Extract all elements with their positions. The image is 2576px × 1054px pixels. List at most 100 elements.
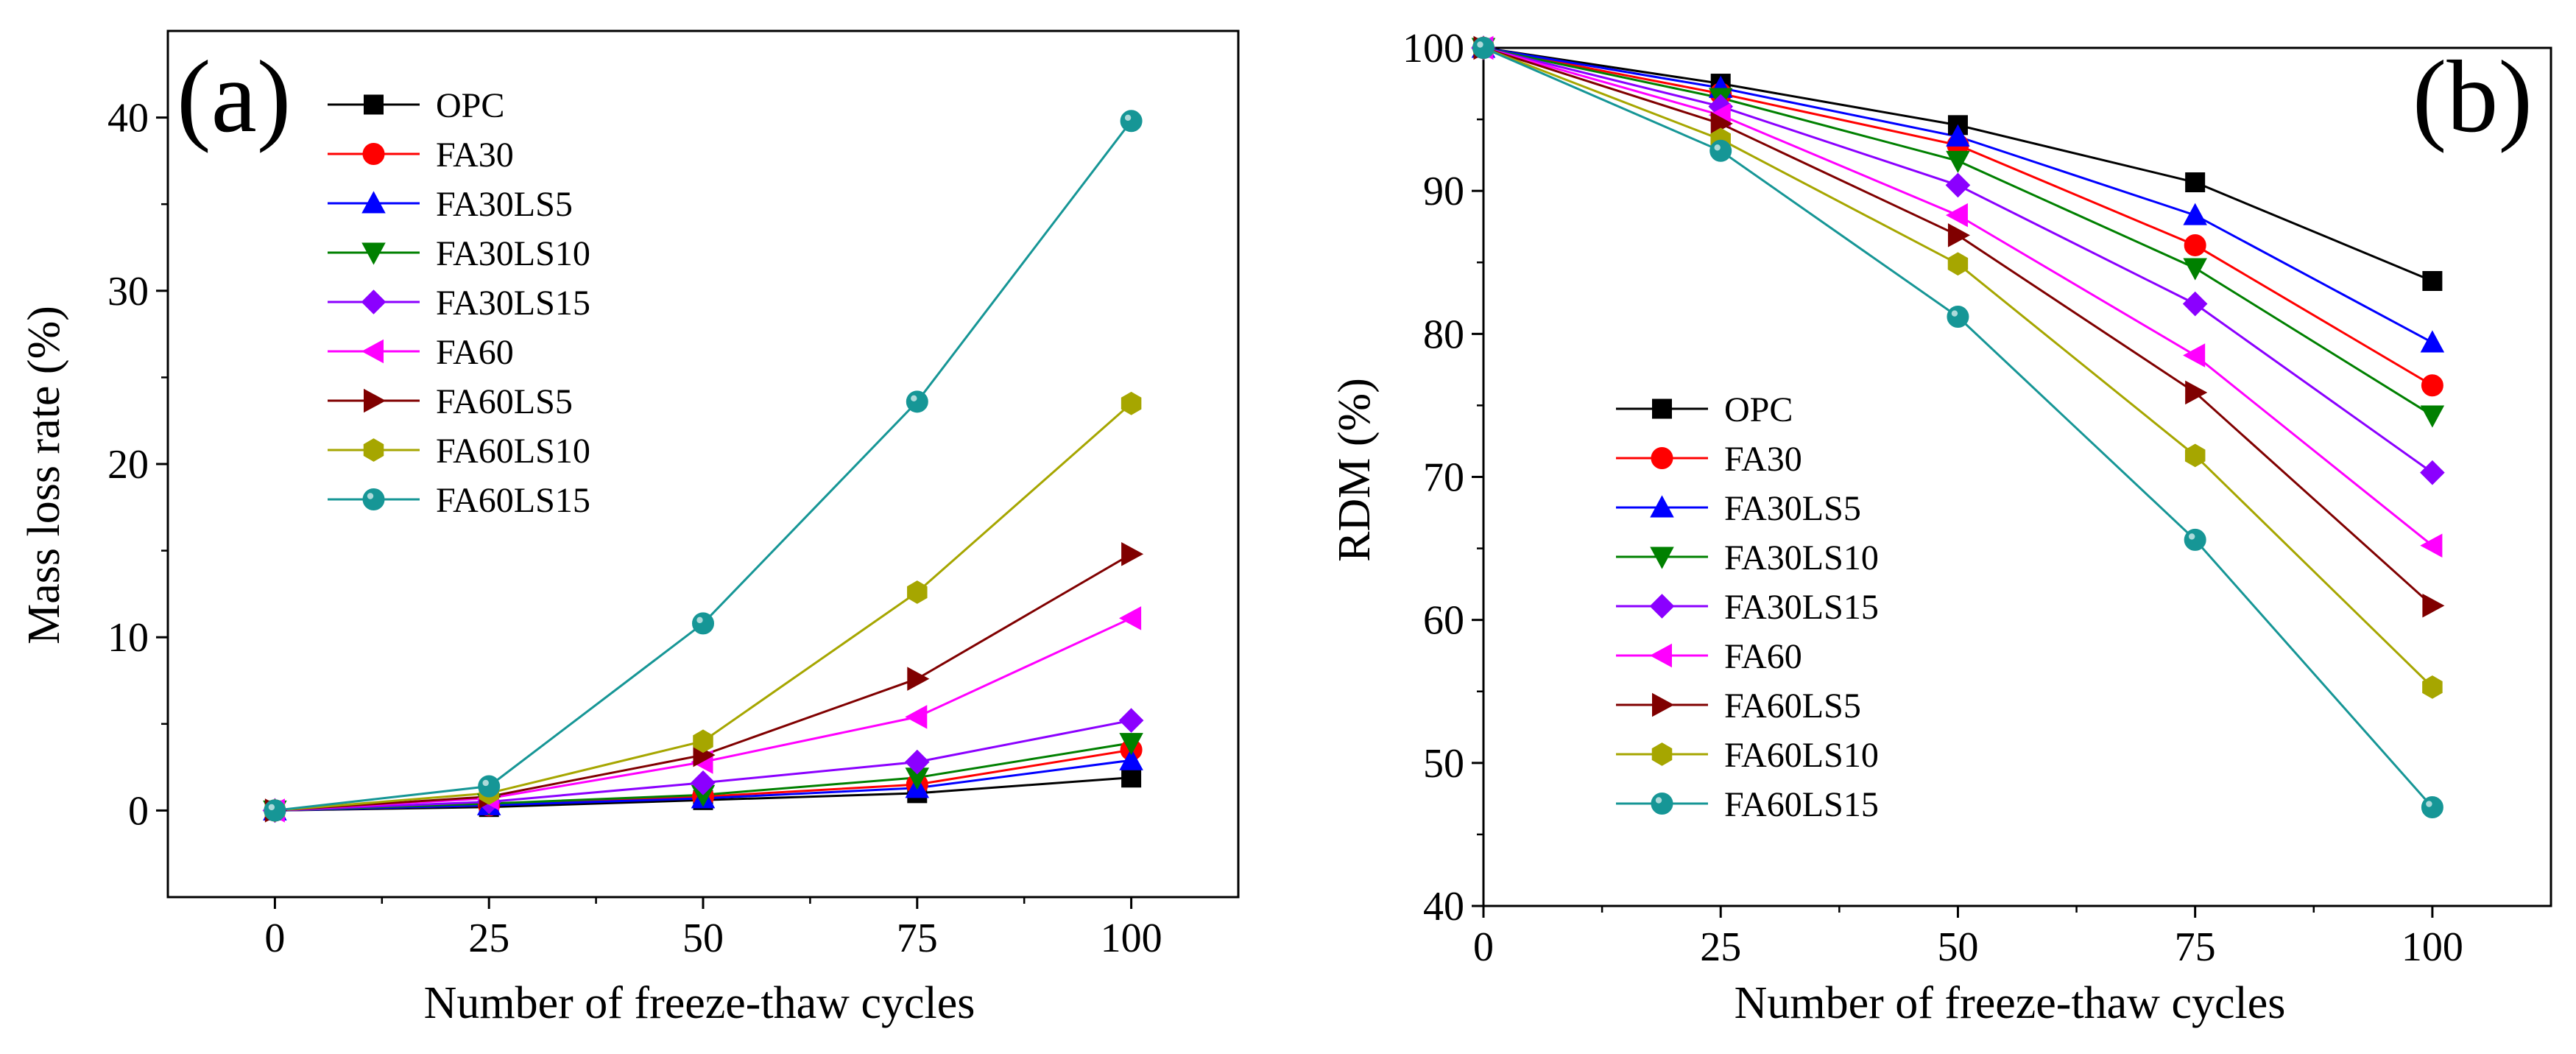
- legend-marker-fa30ls5: [361, 191, 386, 214]
- legend-label-fa30: FA30: [1724, 440, 1802, 479]
- panel-a-x-tick-label: 50: [682, 916, 724, 961]
- data-point-fa30ls15: [2182, 291, 2208, 317]
- data-point-fa30ls10: [2183, 258, 2207, 281]
- data-point-fa30ls5: [1946, 124, 1970, 147]
- data-point-fa60ls10: [2184, 443, 2206, 468]
- data-point-fa60ls10: [2422, 675, 2443, 699]
- legend-label-fa60: FA60: [1724, 637, 1802, 676]
- data-point-fa60: [905, 705, 928, 729]
- data-point-fa30ls10: [2420, 405, 2445, 428]
- data-point-opc: [2185, 172, 2206, 193]
- legend-label-fa60ls15: FA60LS15: [1724, 785, 1879, 824]
- panel-a-x-axis-title: Number of freeze-thaw cycles: [424, 978, 975, 1028]
- legend-label-fa30ls5: FA30LS5: [436, 185, 573, 224]
- data-point-fa60ls15: [1709, 139, 1732, 162]
- legend-label-fa60ls5: FA60LS5: [1724, 686, 1861, 725]
- legend-label-fa60ls15: FA60LS15: [436, 481, 590, 520]
- panel-b-y-tick-label: 70: [1423, 455, 1464, 501]
- panel-a-series-group: [262, 110, 1144, 823]
- legend-marker-opc: [1652, 398, 1672, 419]
- panel-a-y-tick-label: 30: [107, 269, 149, 315]
- data-point-fa60ls15-highlight: [1477, 41, 1483, 48]
- panel-a-y-tick-label: 40: [107, 96, 149, 141]
- panel-a-x-tick-label: 0: [264, 916, 285, 961]
- legend-label-fa30ls15: FA30LS15: [1724, 588, 1879, 627]
- data-point-fa60ls15: [2421, 796, 2443, 819]
- panel-a-label: (a): [177, 40, 291, 154]
- legend-marker-fa60: [361, 339, 384, 364]
- data-point-fa30ls10: [1119, 733, 1143, 756]
- panel-b-y-tick-label: 80: [1423, 312, 1464, 357]
- legend-label-opc: OPC: [1724, 390, 1793, 429]
- legend-marker-fa30ls5: [1650, 495, 1674, 518]
- panel-b-y-tick-label: 60: [1423, 598, 1464, 644]
- data-point-fa60ls15: [2184, 528, 2206, 551]
- data-point-fa60: [2420, 533, 2443, 558]
- data-point-fa60ls15-highlight: [911, 395, 917, 402]
- legend-label-fa60: FA60: [436, 333, 514, 372]
- legend-marker-fa60ls5: [364, 388, 387, 413]
- panel-a-x-tick-label: 25: [468, 916, 509, 961]
- panel-b-series-group: [1471, 35, 2445, 819]
- legend-marker-fa60ls15: [362, 488, 385, 510]
- legend-marker-fa30ls10: [1650, 547, 1674, 569]
- legend-label-fa30: FA30: [436, 136, 514, 175]
- data-point-fa30ls15: [691, 770, 716, 795]
- data-point-fa30ls15: [904, 749, 930, 775]
- data-point-fa30ls5: [2183, 203, 2207, 225]
- legend-label-fa60ls5: FA60LS5: [436, 382, 573, 421]
- series-line-fa60ls15: [275, 120, 1132, 812]
- legend-label-fa60ls10: FA60LS10: [1724, 736, 1879, 775]
- panel-a-y-axis-title: Mass loss rate (%): [19, 306, 69, 644]
- data-point-fa30ls5: [1119, 748, 1143, 770]
- data-point-fa60: [2183, 343, 2206, 368]
- panel-a-y-tick-label: 20: [107, 442, 149, 488]
- panel-b-y-tick-label: 100: [1402, 26, 1464, 71]
- panel-a-y-tick-label: 10: [107, 615, 149, 661]
- data-point-fa60ls15: [692, 612, 714, 635]
- panel-b-x-tick-label: 75: [2175, 924, 2216, 970]
- panel-a-x-tick-label: 75: [897, 916, 938, 961]
- data-point-fa30ls15: [2420, 460, 2445, 485]
- legend-label-fa30ls5: FA30LS5: [1724, 489, 1861, 528]
- legend-label-fa30ls10: FA30LS10: [1724, 538, 1879, 577]
- legend-marker-fa60ls5: [1652, 692, 1675, 717]
- data-point-fa60ls15-highlight: [2188, 533, 2195, 540]
- data-point-fa60ls15: [906, 390, 928, 413]
- panel-b-label: (b): [2413, 40, 2533, 154]
- data-point-fa30: [2421, 374, 2443, 397]
- data-point-fa60ls15-highlight: [1951, 310, 1958, 317]
- data-point-fa60ls5: [1121, 542, 1144, 566]
- panel-b-y-tick-label: 50: [1423, 741, 1464, 787]
- data-point-fa60ls15: [1947, 306, 1969, 329]
- data-point-fa60ls15: [264, 799, 286, 822]
- panel-a-axes: 0 25 50 75 100 0 10 20 30 40: [107, 29, 1240, 961]
- data-point-fa60ls10: [693, 729, 713, 753]
- panel-b: (b) Number of freeze-thaw cycles RDM (%)…: [1330, 26, 2552, 1028]
- data-point-fa60ls10: [1947, 252, 1969, 276]
- legend-marker-fa60ls15-highlight: [367, 493, 374, 499]
- legend-marker-opc: [364, 94, 384, 115]
- panel-b-y-axis-title: RDM (%): [1330, 378, 1380, 562]
- data-point-fa30ls15: [1945, 172, 1971, 198]
- data-point-fa60ls10: [1121, 391, 1142, 415]
- legend-marker-fa30: [1651, 447, 1673, 469]
- data-point-fa30ls10: [1946, 150, 1970, 173]
- panel-b-x-tick-label: 0: [1473, 924, 1494, 970]
- data-point-fa60ls15-highlight: [1124, 114, 1132, 122]
- legend-marker-fa30: [362, 143, 385, 165]
- data-point-fa60: [1119, 606, 1142, 630]
- panel-b-x-tick-label: 50: [1937, 924, 1978, 970]
- panel-b-legend: OPC FA30 FA30LS5 FA30LS10 FA30LS15 FA60 FA60LS…: [1616, 390, 1879, 824]
- data-point-fa60ls15-highlight: [2426, 801, 2432, 807]
- data-point-fa60ls15-highlight: [268, 804, 275, 811]
- panel-b-y-tick-label: 90: [1423, 169, 1464, 214]
- legend-marker-fa60ls15-highlight: [1655, 797, 1662, 804]
- data-point-opc: [2422, 270, 2443, 291]
- legend-marker-fa60: [1649, 643, 1672, 668]
- data-point-fa30ls15: [1118, 708, 1144, 733]
- data-point-fa60ls5: [907, 667, 930, 691]
- panel-b-x-tick-label: 100: [2402, 924, 2463, 970]
- panel-b-frame: [1482, 46, 2552, 907]
- data-point-fa60ls5: [2185, 380, 2208, 405]
